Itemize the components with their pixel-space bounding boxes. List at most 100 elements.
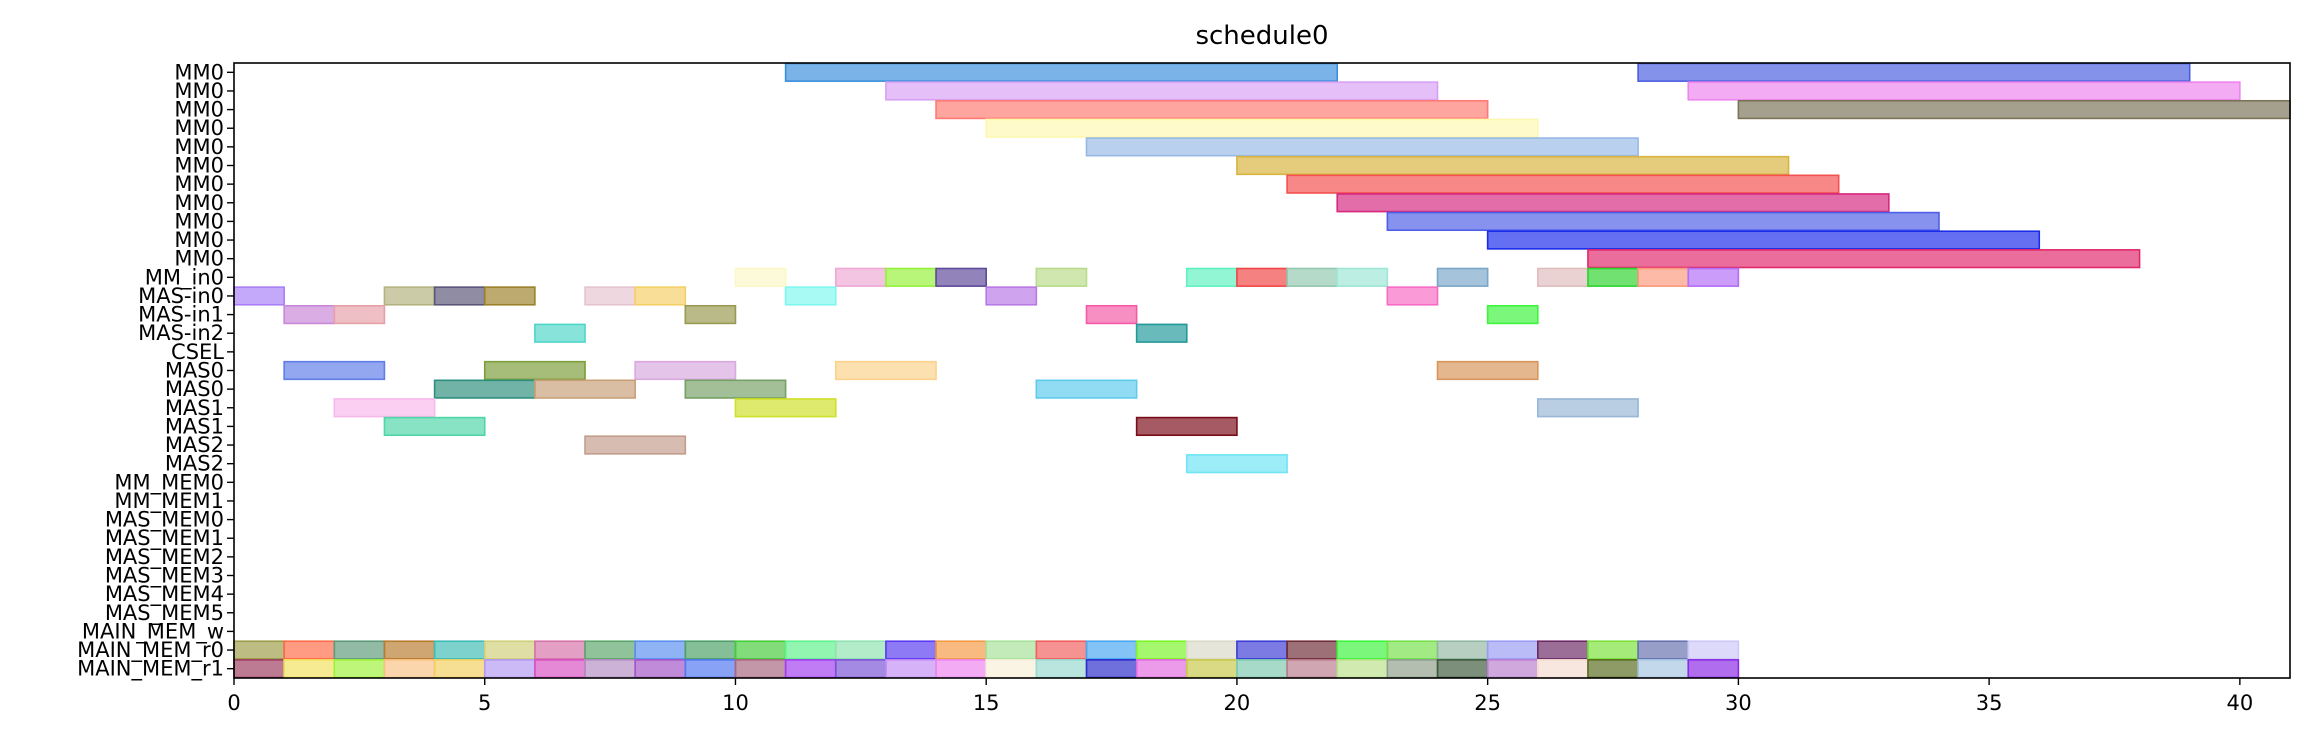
gantt-bar [1185, 640, 1238, 660]
gantt-bar [483, 286, 536, 306]
x-tick-label: 30 [1725, 691, 1752, 715]
gantt-bar [885, 659, 937, 679]
gantt-bar [1286, 640, 1339, 660]
gantt-bar [584, 659, 636, 679]
row-label: MAIN_MEM_r0 [77, 638, 224, 663]
gantt-bar [1336, 640, 1389, 660]
gantt-bar [433, 659, 486, 679]
gantt-bar [483, 659, 536, 679]
gantt-bar [283, 360, 386, 381]
gantt-bar [684, 659, 737, 679]
row-label: MM_in0 [145, 265, 224, 290]
gantt-bar [1537, 267, 1589, 287]
gantt-bar [233, 640, 285, 660]
row-label: MAS_MEM0 [105, 508, 224, 533]
gantt-bar [333, 304, 386, 325]
gantt-bar [483, 360, 586, 381]
gantt-bar [1537, 659, 1589, 679]
gantt-bar [1687, 81, 2241, 101]
gantt-bar [1185, 659, 1238, 679]
gantt-bar [1035, 659, 1088, 679]
gantt-bar [1236, 659, 1288, 679]
row-label: MAS0 [165, 377, 224, 401]
x-tick-label: 10 [722, 691, 749, 715]
x-tick-label: 35 [1976, 691, 2003, 715]
gantt-bar [985, 118, 1539, 138]
x-tick-label: 40 [2226, 691, 2253, 715]
gantt-bar [684, 379, 787, 399]
gantt-bar [383, 659, 436, 679]
row-label: MAS_MEM3 [105, 564, 224, 589]
gantt-bar [1386, 659, 1439, 679]
row-label: MAS-in0 [138, 284, 224, 308]
gantt-bar [1637, 640, 1690, 660]
gantt-bar [333, 640, 386, 660]
row-label: MAS-in1 [138, 303, 224, 327]
gantt-bar [1135, 659, 1188, 679]
gantt-bar [1386, 286, 1439, 306]
gantt-bar [1587, 249, 2141, 269]
row-label: MM0 [174, 60, 224, 84]
plot-frame [233, 62, 2291, 679]
gantt-bar [885, 640, 937, 660]
gantt-bar [1336, 659, 1389, 679]
row-label: MAS1 [165, 396, 224, 420]
gantt-bar [1185, 267, 1238, 287]
gantt-bar [1637, 659, 1690, 679]
gantt-bar [1286, 174, 1840, 194]
gantt-bar [1537, 398, 1639, 418]
gantt-bar [1336, 193, 1890, 213]
gantt-bar [1336, 267, 1389, 287]
x-tick-label: 0 [227, 691, 240, 715]
x-tick-label: 25 [1474, 691, 1501, 715]
gantt-bar [734, 640, 787, 660]
row-label: MAS2 [165, 433, 224, 457]
row-label: MAS_MEM4 [105, 582, 224, 607]
gantt-bar [935, 99, 1489, 120]
gantt-bar [834, 267, 887, 287]
x-axis: 0 5 10 15 20 25 30 35 40 [227, 678, 2253, 715]
gantt-bar [1587, 267, 1639, 287]
gantt-bar [1236, 640, 1288, 660]
gantt-bar [283, 640, 336, 660]
gantt-bar [1486, 640, 1539, 660]
row-label: MM0 [174, 247, 224, 271]
gantt-bar [1637, 62, 2191, 82]
gantt-bar [1085, 640, 1138, 660]
gantt-bar [1436, 360, 1539, 381]
gantt-bar [483, 640, 536, 660]
gantt-bar [283, 659, 336, 679]
gantt-bar [1236, 267, 1288, 287]
gantt-bar [383, 416, 486, 437]
row-label: CSEL [171, 340, 224, 364]
gantt-bar [1085, 304, 1138, 325]
x-tick-label: 15 [973, 691, 1000, 715]
gantt-bar [333, 659, 386, 679]
gantt-bar [534, 640, 586, 660]
row-labels: MM0MM0MM0MM0MM0MM0MM0MM0MM0MM0MM0MM_in0M… [77, 60, 234, 682]
gantt-bar [333, 398, 436, 418]
bars-layer [233, 62, 2291, 679]
gantt-bar [834, 659, 887, 679]
gantt-bar [634, 360, 737, 381]
gantt-bar [1737, 99, 2291, 120]
gantt-bar [1236, 155, 1790, 176]
row-label: MM0 [174, 191, 224, 215]
gantt-bar [1687, 659, 1740, 679]
gantt-bar [1035, 379, 1138, 399]
gantt-bar [1587, 640, 1639, 660]
gantt-bar [233, 659, 285, 679]
row-label: MAS_MEM1 [105, 526, 224, 551]
row-label: MM0 [174, 116, 224, 140]
gantt-bar [834, 640, 887, 660]
gantt-bar [1085, 659, 1138, 679]
gantt-bar [734, 267, 787, 287]
gantt-bar [1286, 267, 1339, 287]
gantt-bar [935, 267, 987, 287]
gantt-bar [885, 267, 937, 287]
gantt-bar [935, 659, 987, 679]
gantt-bar [734, 659, 787, 679]
row-label: MM0 [174, 172, 224, 196]
row-label: MM0 [174, 79, 224, 103]
